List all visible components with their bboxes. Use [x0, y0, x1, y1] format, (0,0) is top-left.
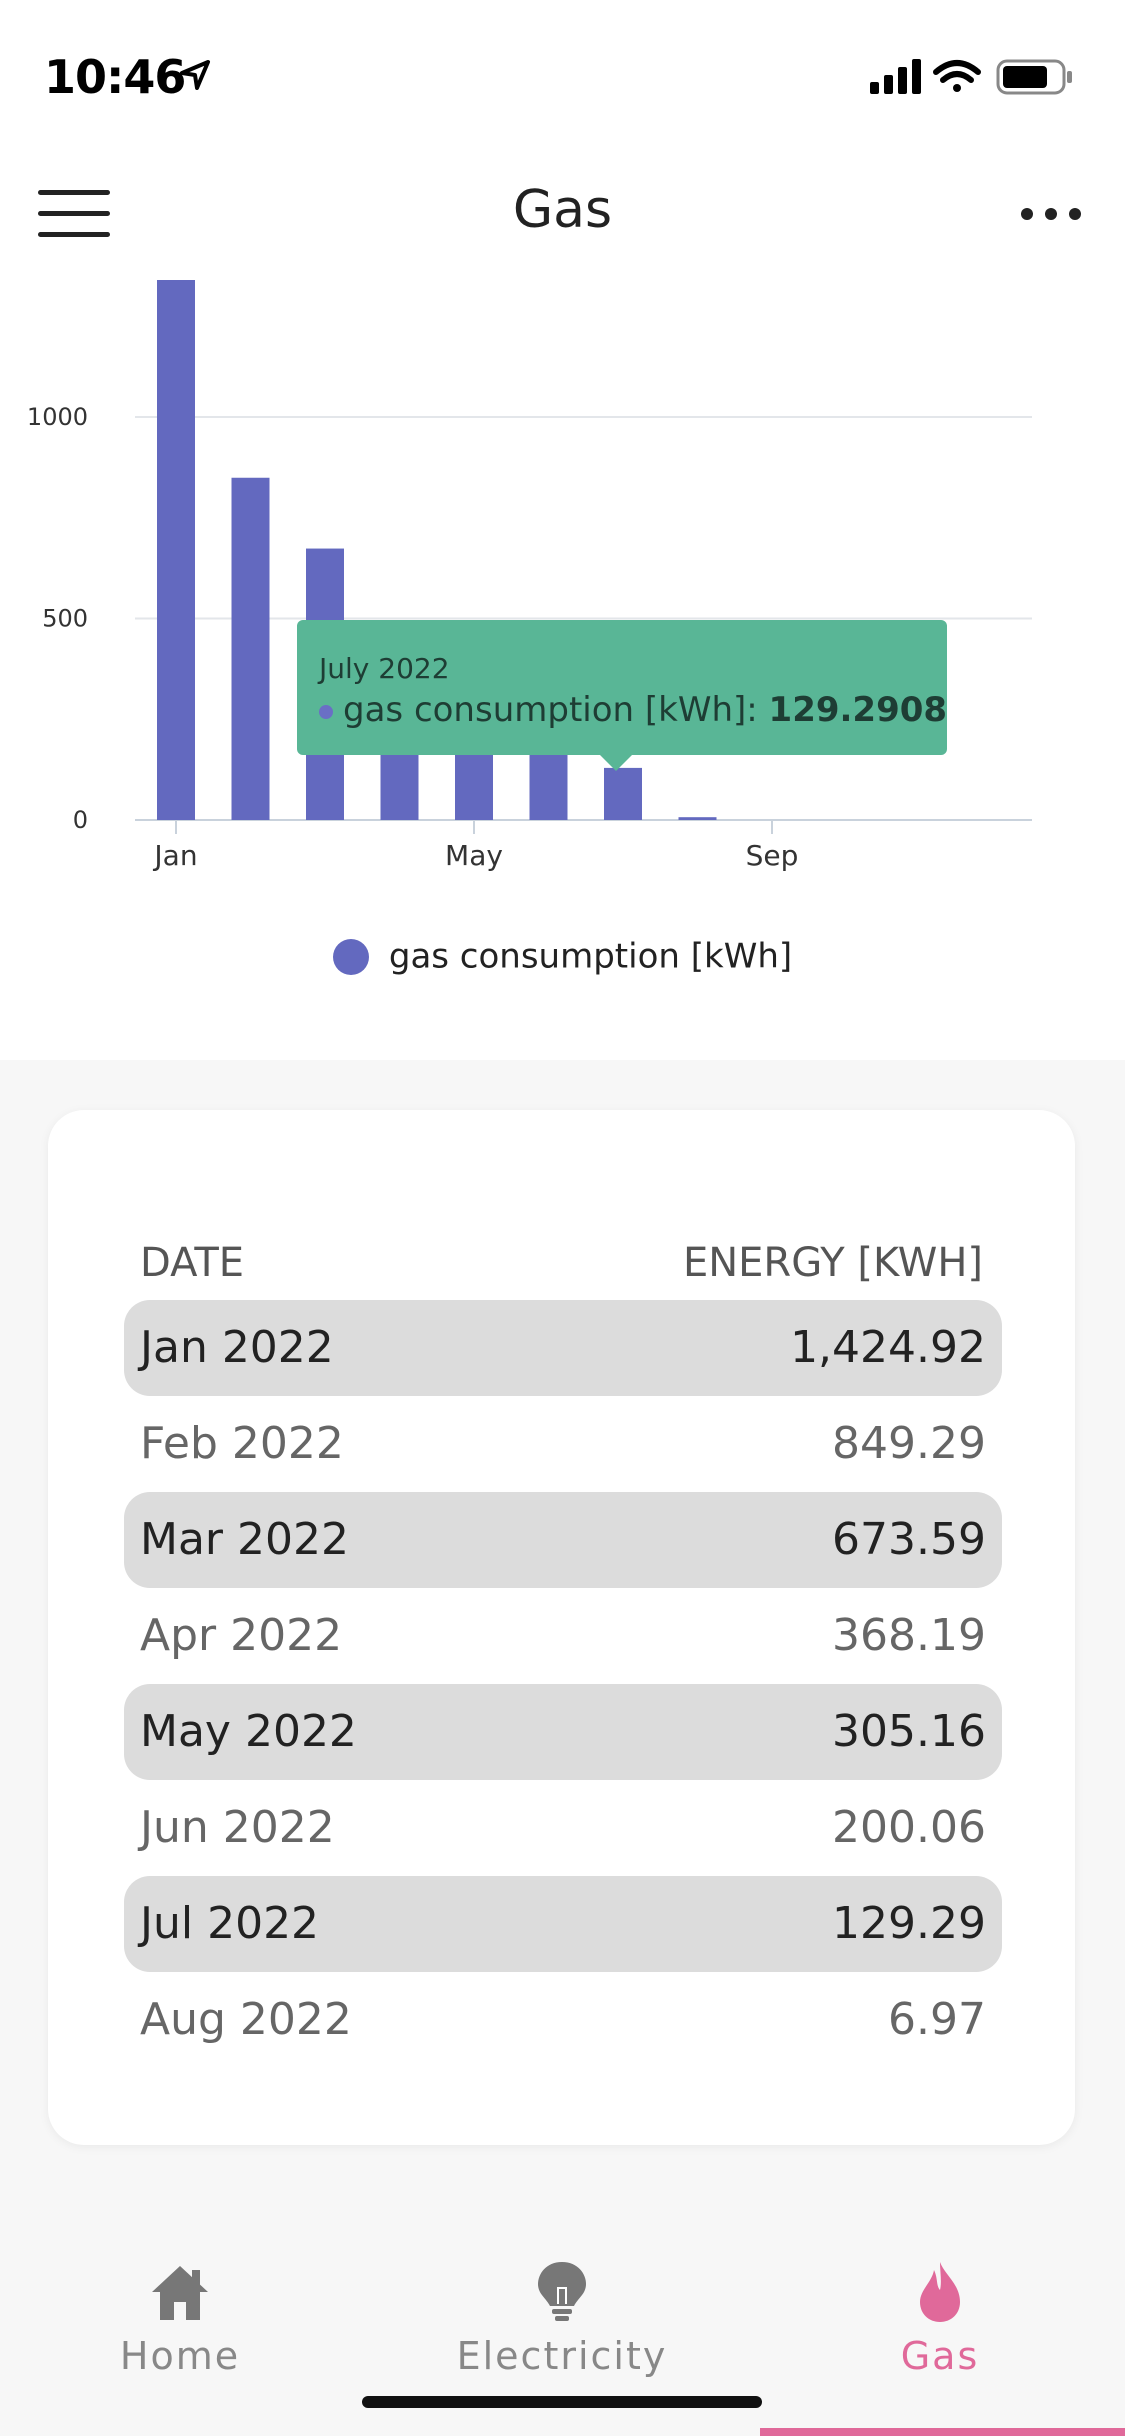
tooltip-series-label: gas consumption [kWh]: [343, 690, 758, 730]
row-energy: 6.97 [888, 1994, 986, 2045]
tab-electricity[interactable]: Electricity [412, 2260, 712, 2380]
x-tick-label: May [445, 839, 503, 872]
y-tick-label: 0 [73, 806, 88, 834]
tab-home[interactable]: Home [30, 2260, 330, 2380]
row-energy: 129.29 [832, 1898, 986, 1949]
bar [678, 817, 717, 820]
legend-label: gas consumption [kWh] [388, 936, 793, 977]
tooltip-value: 129.2908 [768, 690, 948, 730]
home-icon [152, 2266, 208, 2320]
table-row: Apr 2022 368.19 [124, 1588, 1002, 1684]
table-row: Jul 2022 129.29 [124, 1876, 1002, 1972]
tab-electricity-label: Electricity [456, 2334, 668, 2378]
page-title: Gas [512, 180, 613, 240]
table-header: DATE ENERGY [KWH] [140, 1240, 983, 1300]
lightbulb-icon [538, 2262, 586, 2321]
status-icons [870, 56, 1085, 104]
location-arrow-icon [180, 60, 210, 90]
row-date: Mar 2022 [140, 1514, 349, 1565]
tab-gas-label: Gas [900, 2334, 980, 2378]
tab-home-label: Home [119, 2334, 241, 2378]
chart-tooltip: July 2022 gas consumption [kWh]: 129.290… [297, 620, 947, 771]
battery-icon [996, 59, 1072, 95]
bar [231, 477, 270, 820]
consumption-table-card: DATE ENERGY [KWH] Jan 2022 1,424.92 Feb 20… [48, 1110, 1075, 2145]
table-row: Jun 2022 200.06 [124, 1780, 1002, 1876]
row-date: Aug 2022 [140, 1994, 352, 2045]
row-energy: 200.06 [832, 1802, 986, 1853]
signal-icon [870, 59, 921, 94]
bar [157, 280, 195, 820]
more-options-icon[interactable] [1021, 202, 1081, 226]
active-tab-indicator [760, 2428, 1125, 2436]
x-tick-label: Sep [746, 839, 799, 872]
tab-gas[interactable]: Gas [790, 2260, 1090, 2380]
gas-consumption-chart: 0 500 1000 Jan May Sep July 2022 gas consumpt… [0, 280, 1125, 1060]
table-row: Feb 2022 849.29 [124, 1396, 1002, 1492]
bar [604, 767, 642, 820]
app-bar: Gas [0, 150, 1125, 280]
row-date: Apr 2022 [140, 1610, 343, 1661]
row-energy: 305.16 [832, 1706, 986, 1757]
row-date: Jan 2022 [140, 1322, 334, 1373]
status-bar: 10:46 [0, 0, 1125, 150]
tooltip-line: gas consumption [kWh]: 129.2908 [319, 690, 947, 730]
table-row: Jan 2022 1,424.92 [124, 1300, 1002, 1396]
row-energy: 1,424.92 [790, 1322, 986, 1373]
x-tick-label: Jan [152, 839, 197, 872]
row-date: May 2022 [140, 1706, 357, 1757]
chart-legend[interactable]: gas consumption [kWh] [0, 935, 1125, 977]
row-date: Jun 2022 [140, 1802, 335, 1853]
row-date: Jul 2022 [140, 1898, 320, 1949]
home-indicator [362, 2396, 762, 2408]
table-row: Aug 2022 6.97 [124, 1972, 1002, 2068]
table-row: May 2022 305.16 [124, 1684, 1002, 1780]
table-row: Mar 2022 673.59 [124, 1492, 1002, 1588]
row-energy: 849.29 [832, 1418, 986, 1469]
date-column-header: DATE [140, 1240, 245, 1286]
tooltip-title: July 2022 [319, 652, 450, 685]
y-tick-label: 1000 [27, 403, 88, 431]
row-date: Feb 2022 [140, 1418, 344, 1469]
wifi-icon [933, 60, 981, 92]
menu-icon[interactable] [38, 190, 110, 240]
row-energy: 368.19 [832, 1610, 986, 1661]
row-energy: 673.59 [832, 1514, 986, 1565]
tooltip-series-dot [319, 704, 333, 719]
status-time: 10:46 [44, 50, 186, 104]
legend-dot [332, 938, 369, 975]
y-tick-label: 500 [42, 605, 88, 633]
flame-icon [920, 2262, 960, 2322]
energy-column-header: ENERGY [KWH] [682, 1240, 983, 1286]
